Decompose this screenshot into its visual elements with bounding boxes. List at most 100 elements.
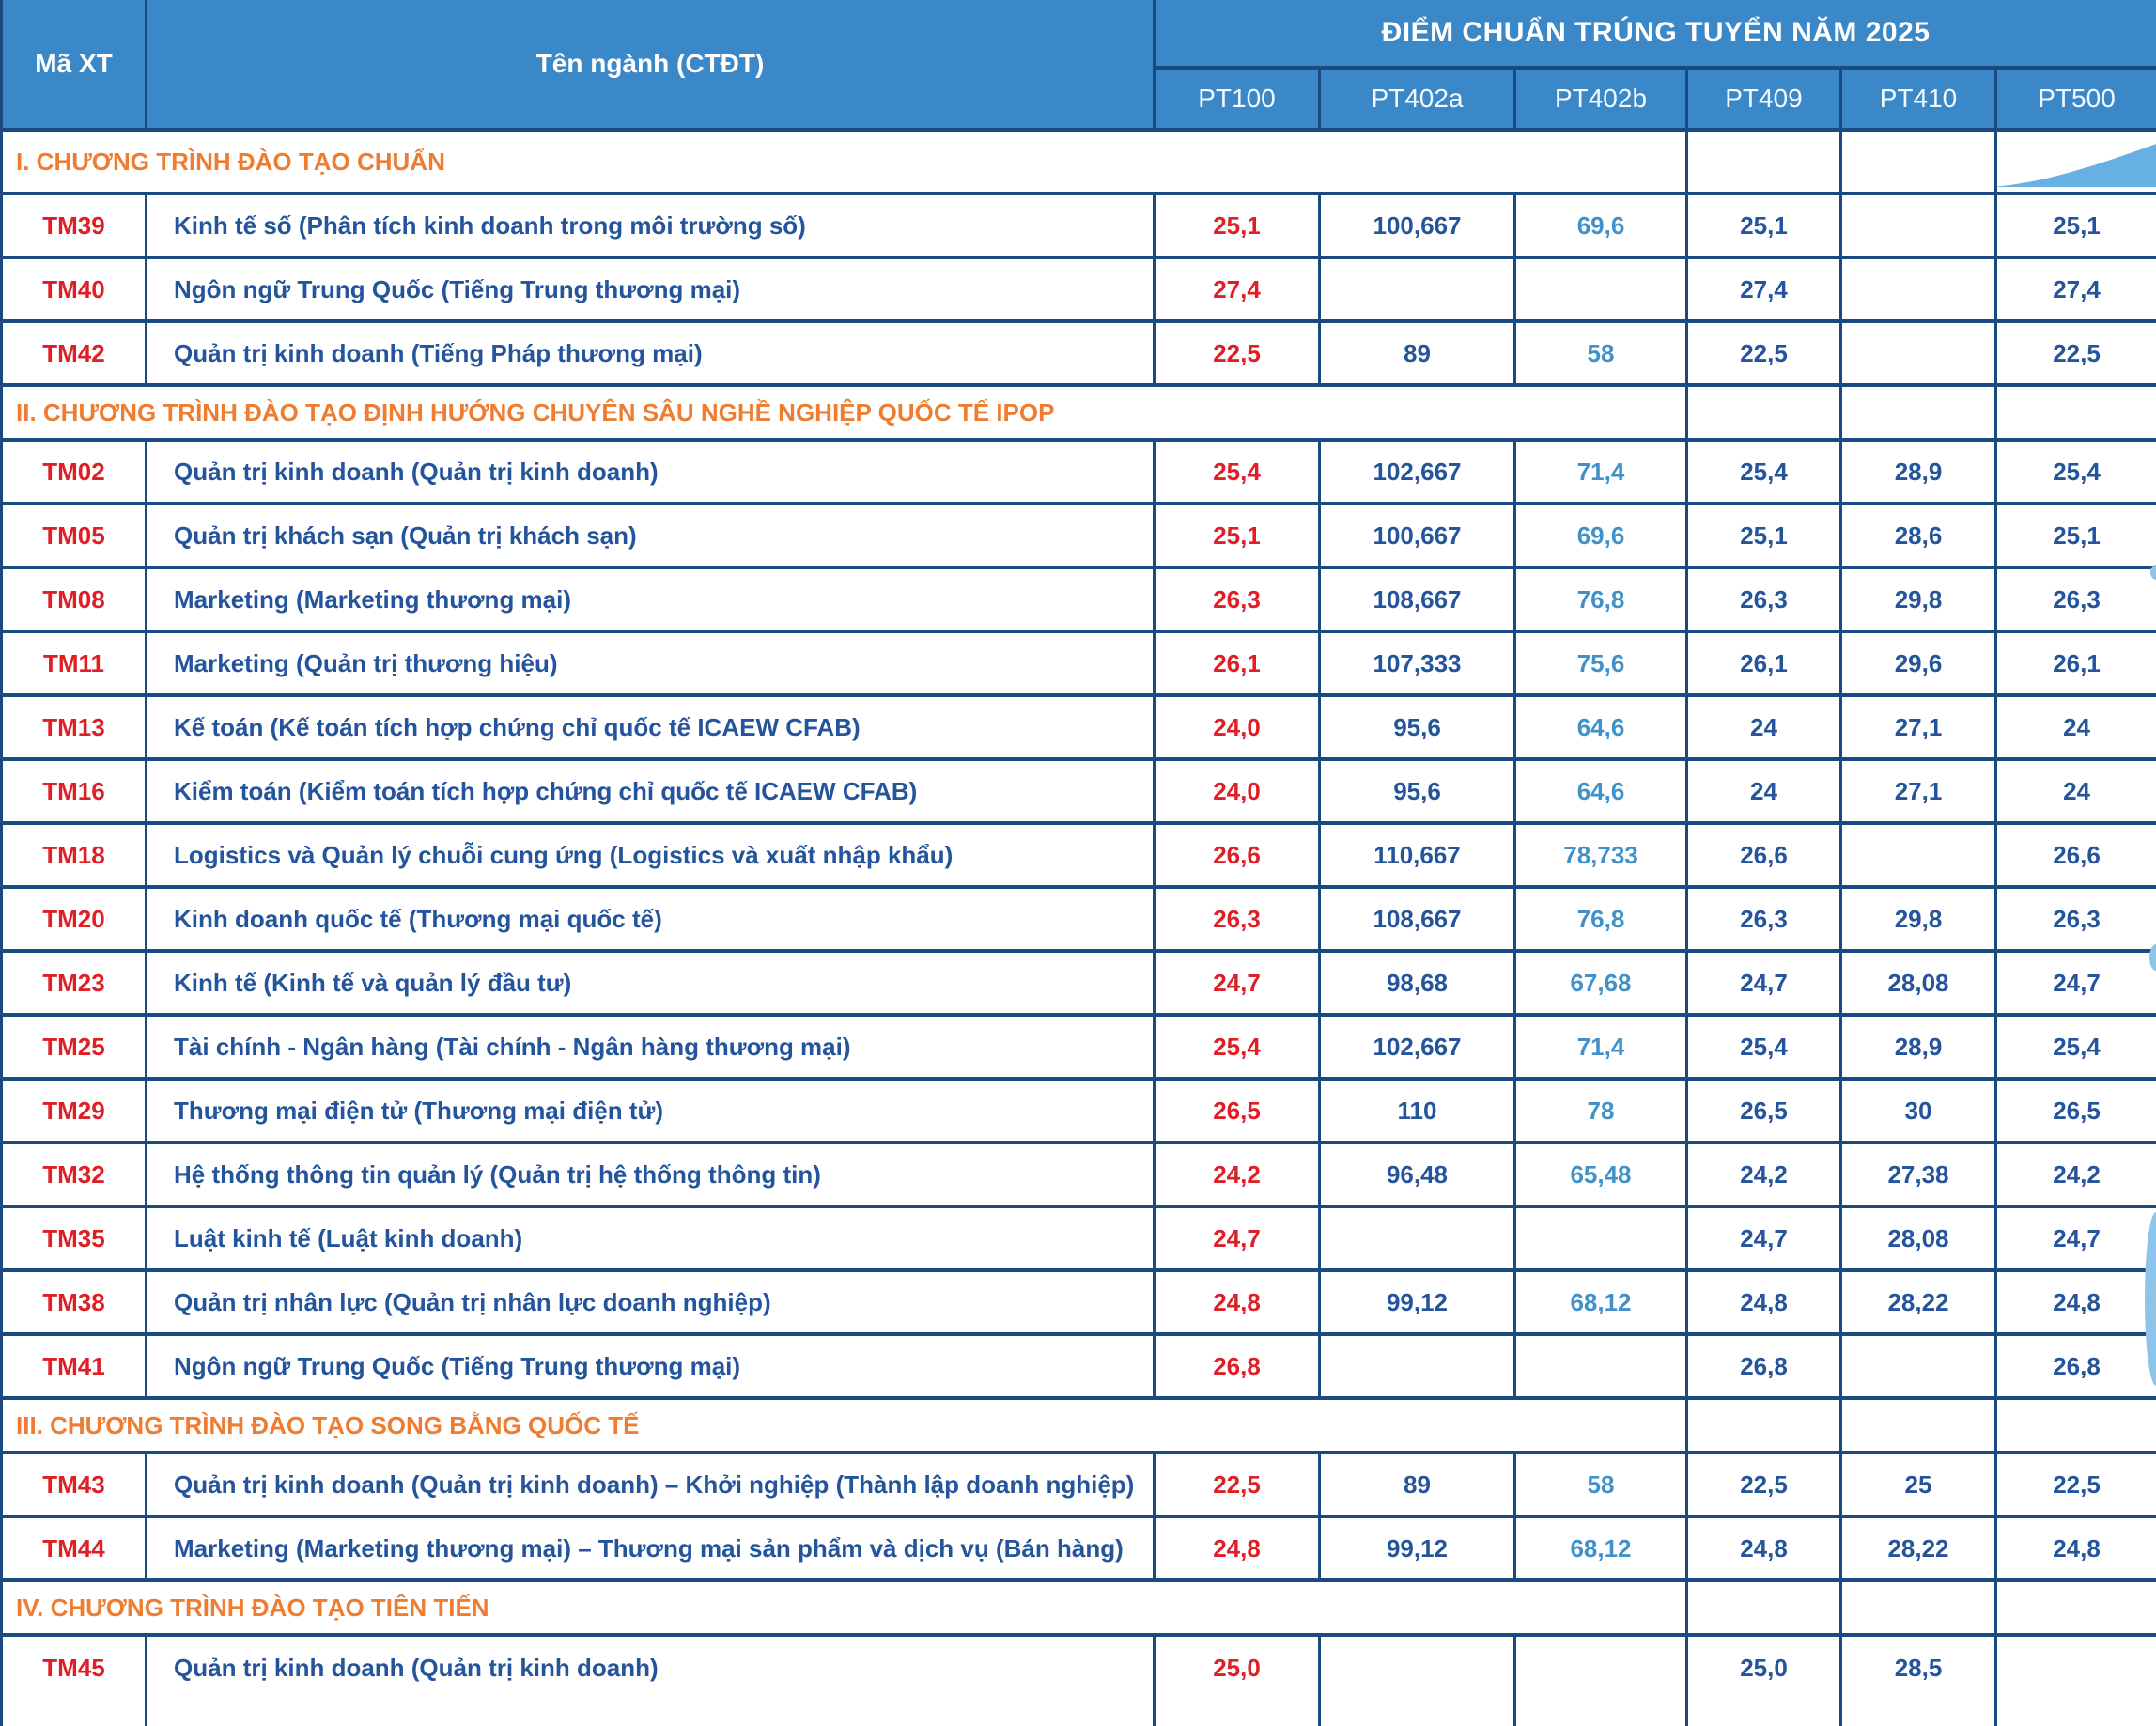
column-header-pt500: PT500 <box>1993 66 2156 132</box>
table-row-tm38: TM38 Quản trị nhân lực (Quản trị nhân lự… <box>0 1268 2156 1336</box>
major-name: Quản trị nhân lực (Quản trị nhân lực doa… <box>145 1268 1156 1336</box>
score-pt409: 25,1 <box>1685 502 1842 569</box>
score-pt100: 25,1 <box>1153 502 1321 569</box>
score-pt402a: 108,667 <box>1318 885 1516 953</box>
column-header-code: Mã XT <box>0 0 147 132</box>
score-pt500: 25,1 <box>1993 502 2156 569</box>
score-pt410: 28,08 <box>1839 949 1997 1017</box>
column-header-major: Tên ngành (CTĐT) <box>145 0 1156 132</box>
section-empty-cell <box>1685 383 1842 442</box>
score-pt500: 24,7 <box>1993 1205 2156 1272</box>
score-pt402a <box>1318 1633 1516 1726</box>
major-name: Kinh doanh quốc tế (Thương mại quốc tế) <box>145 885 1156 953</box>
score-pt410 <box>1839 256 1997 323</box>
score-pt409: 25,4 <box>1685 438 1842 505</box>
major-name: Hệ thống thông tin quản lý (Quản trị hệ … <box>145 1141 1156 1208</box>
score-pt402a <box>1318 1332 1516 1400</box>
score-pt100: 26,6 <box>1153 821 1321 889</box>
section-empty-cell <box>1839 1396 1997 1454</box>
score-pt500: 26,6 <box>1993 821 2156 889</box>
score-pt500: 22,5 <box>1993 319 2156 387</box>
score-pt402a: 98,68 <box>1318 949 1516 1017</box>
score-pt402b: 71,4 <box>1513 438 1688 505</box>
major-code: TM29 <box>0 1077 147 1144</box>
score-pt100: 25,1 <box>1153 192 1321 259</box>
score-pt409: 24,8 <box>1685 1268 1842 1336</box>
section-empty-cell <box>1685 128 1842 195</box>
score-pt402b: 65,48 <box>1513 1141 1688 1208</box>
score-pt409: 26,6 <box>1685 821 1842 889</box>
score-pt100: 24,7 <box>1153 1205 1321 1272</box>
major-name: Thương mại điện tử (Thương mại điện tử) <box>145 1077 1156 1144</box>
header-group-title: ĐIỂM CHUẨN TRÚNG TUYỂN NĂM 2025 <box>1152 0 2156 70</box>
section-row-1: I. CHƯƠNG TRÌNH ĐÀO TẠO CHUẨN <box>0 128 2156 195</box>
score-pt100: 27,4 <box>1153 256 1321 323</box>
score-pt500: 26,8 <box>1993 1332 2156 1400</box>
table-row-tm16: TM16 Kiểm toán (Kiểm toán tích hợp chứng… <box>0 757 2156 825</box>
table-row-tm05: TM05 Quản trị khách sạn (Quản trị khách … <box>0 502 2156 569</box>
decorative-swoosh-fragment-icon <box>2149 944 2156 971</box>
table-row-tm11: TM11 Marketing (Quản trị thương hiệu) 26… <box>0 630 2156 697</box>
score-pt409: 24,8 <box>1685 1515 1842 1582</box>
score-pt410: 28,9 <box>1839 1013 1997 1081</box>
score-pt409: 24,7 <box>1685 1205 1842 1272</box>
score-pt402a: 100,667 <box>1318 502 1516 569</box>
major-code: TM16 <box>0 757 147 825</box>
column-header-pt402b: PT402b <box>1513 66 1688 132</box>
score-pt100: 25,0 <box>1153 1633 1321 1726</box>
header-row-2: PT100 PT402a PT402b PT409 PT410 PT500 <box>2 66 2156 132</box>
score-pt500 <box>1993 1633 2156 1726</box>
score-pt409: 26,3 <box>1685 885 1842 953</box>
score-pt402b: 68,12 <box>1513 1268 1688 1336</box>
score-pt410: 29,8 <box>1839 566 1997 633</box>
column-header-pt410: PT410 <box>1839 66 1997 132</box>
major-code: TM39 <box>0 192 147 259</box>
table-row-tm25: TM25 Tài chính - Ngân hàng (Tài chính - … <box>0 1013 2156 1081</box>
major-name: Quản trị kinh doanh (Quản trị kinh doanh… <box>145 1451 1156 1518</box>
score-pt402b: 76,8 <box>1513 885 1688 953</box>
section-empty-cell <box>1839 383 1997 442</box>
major-code: TM41 <box>0 1332 147 1400</box>
section-row-2: II. CHƯƠNG TRÌNH ĐÀO TẠO ĐỊNH HƯỚNG CHUY… <box>0 383 2156 442</box>
major-code: TM23 <box>0 949 147 1017</box>
decorative-swoosh-fragment-icon <box>2145 1212 2156 1386</box>
score-pt402b: 58 <box>1513 1451 1688 1518</box>
score-pt100: 24,7 <box>1153 949 1321 1017</box>
score-pt409: 26,3 <box>1685 566 1842 633</box>
section-title-1: I. CHƯƠNG TRÌNH ĐÀO TẠO CHUẨN <box>0 128 1688 195</box>
section-empty-cell <box>1993 1578 2156 1637</box>
score-pt402b: 75,6 <box>1513 630 1688 697</box>
score-pt410: 28,22 <box>1839 1515 1997 1582</box>
major-code: TM43 <box>0 1451 147 1518</box>
section-empty-cell <box>1839 128 1997 195</box>
score-pt410: 27,38 <box>1839 1141 1997 1208</box>
section-row-3: III. CHƯƠNG TRÌNH ĐÀO TẠO SONG BẰNG QUỐC… <box>0 1396 2156 1454</box>
score-pt500: 22,5 <box>1993 1451 2156 1518</box>
score-pt402a: 102,667 <box>1318 1013 1516 1081</box>
score-pt409: 26,5 <box>1685 1077 1842 1144</box>
score-pt402a: 110,667 <box>1318 821 1516 889</box>
score-pt500: 26,3 <box>1993 885 2156 953</box>
table-row-tm45: TM45 Quản trị kinh doanh (Quản trị kinh … <box>0 1633 2156 1726</box>
major-code: TM18 <box>0 821 147 889</box>
major-code: TM11 <box>0 630 147 697</box>
score-pt500: 26,1 <box>1993 630 2156 697</box>
section-empty-cell <box>1685 1578 1842 1637</box>
score-pt402a: 99,12 <box>1318 1515 1516 1582</box>
score-pt402b: 78 <box>1513 1077 1688 1144</box>
score-pt100: 26,3 <box>1153 885 1321 953</box>
decorative-swoosh-icon <box>1998 144 2155 187</box>
major-code: TM25 <box>0 1013 147 1081</box>
major-name: Logistics và Quản lý chuỗi cung ứng (Log… <box>145 821 1156 889</box>
section-empty-cell <box>1685 1396 1842 1454</box>
major-code: TM38 <box>0 1268 147 1336</box>
score-pt402b: 67,68 <box>1513 949 1688 1017</box>
section-empty-cell <box>1993 383 2156 442</box>
score-pt100: 24,8 <box>1153 1268 1321 1336</box>
table-row-tm32: TM32 Hệ thống thông tin quản lý (Quản tr… <box>0 1141 2156 1208</box>
score-pt402a: 99,12 <box>1318 1268 1516 1336</box>
major-code: TM08 <box>0 566 147 633</box>
section-title-3: III. CHƯƠNG TRÌNH ĐÀO TẠO SONG BẰNG QUỐC… <box>0 1396 1688 1454</box>
table-row-tm35: TM35 Luật kinh tế (Luật kinh doanh) 24,7… <box>0 1205 2156 1272</box>
score-pt410: 27,1 <box>1839 757 1997 825</box>
